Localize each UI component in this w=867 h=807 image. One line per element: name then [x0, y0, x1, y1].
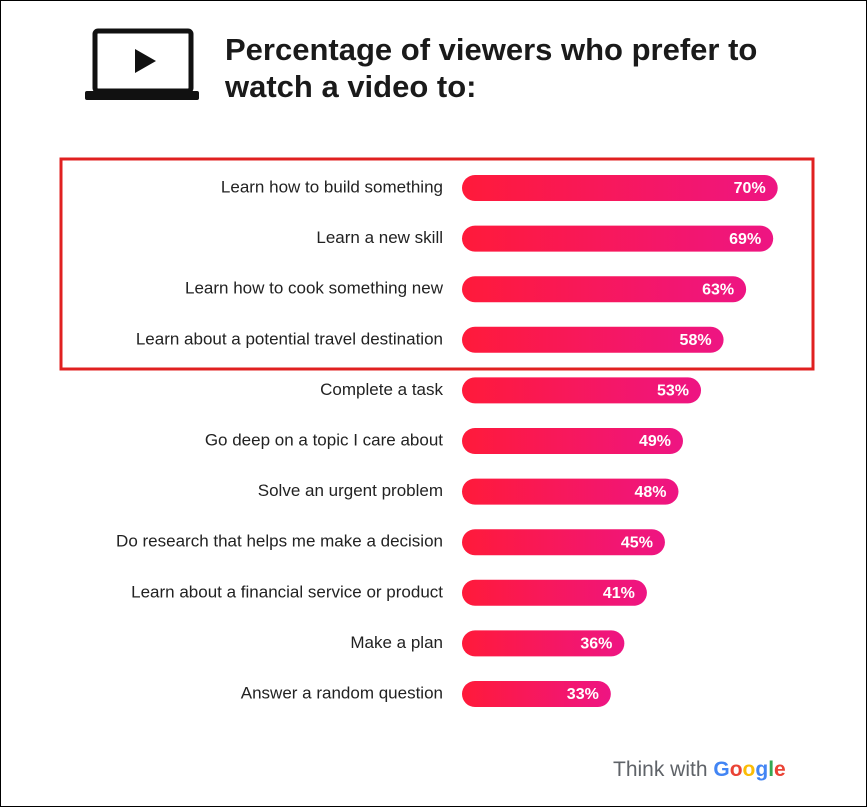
- category-label: Learn about a financial service or produ…: [131, 582, 443, 601]
- laptop-icon: [85, 28, 199, 100]
- highlight-box: [59, 157, 815, 371]
- footer-text: Think with: [613, 758, 708, 781]
- bar: [462, 175, 778, 201]
- bar: [462, 225, 774, 252]
- value-label: 36%: [580, 636, 612, 653]
- category-label: Answer a random question: [241, 683, 443, 702]
- value-label: 49%: [639, 433, 671, 450]
- value-label: 70%: [734, 180, 766, 197]
- bar: [462, 681, 611, 707]
- bar: [462, 428, 683, 454]
- bar: [462, 276, 747, 303]
- bar: [462, 529, 665, 556]
- footer: Think with Google: [613, 758, 786, 782]
- category-label: Do research that helps me make a decisio…: [116, 532, 443, 551]
- bar: [462, 377, 702, 404]
- chart-title: Percentage of viewers who prefer to watc…: [225, 32, 758, 104]
- bar: [462, 630, 625, 657]
- value-label: 69%: [729, 231, 761, 248]
- category-label: Go deep on a topic I care about: [205, 430, 443, 449]
- value-label: 41%: [603, 585, 635, 602]
- bar: [462, 478, 679, 505]
- category-label: Learn how to build something: [221, 177, 443, 196]
- value-label: 45%: [621, 534, 653, 551]
- value-label: 48%: [634, 484, 666, 501]
- category-label: Learn how to cook something new: [185, 279, 444, 298]
- bar: [462, 326, 724, 353]
- value-label: 53%: [657, 383, 689, 400]
- category-label: Learn about a potential travel destinati…: [136, 329, 443, 348]
- bar: [462, 579, 647, 606]
- brand: Google: [713, 758, 786, 781]
- category-label: Make a plan: [350, 633, 443, 652]
- category-label: Complete a task: [320, 380, 443, 399]
- value-label: 33%: [567, 686, 599, 703]
- category-label: Learn a new skill: [316, 228, 443, 247]
- plot: Learn how to build something 70% Learn a n…: [116, 175, 778, 707]
- value-label: 58%: [680, 332, 712, 349]
- value-label: 63%: [702, 281, 734, 298]
- category-label: Solve an urgent problem: [258, 481, 443, 500]
